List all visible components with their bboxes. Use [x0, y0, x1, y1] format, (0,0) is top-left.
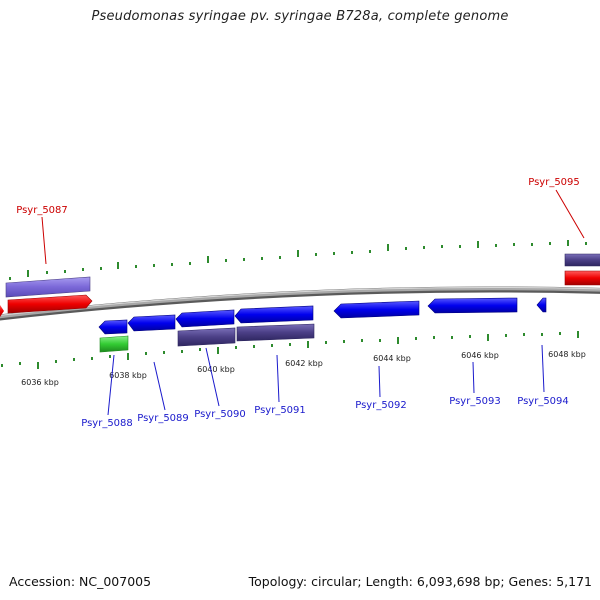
scale-labels: 6036 kbp 6038 kbp 6040 kbp 6042 kbp 6044… [21, 350, 586, 387]
cds-feature [536, 297, 547, 313]
gene-label: Psyr_5095 [528, 177, 580, 188]
scale-label: 6048 kbp [548, 350, 586, 359]
lower-tick-row [1, 331, 579, 369]
cds-feature [333, 300, 420, 319]
scale-label: 6042 kbp [285, 359, 323, 368]
gene-label: Psyr_5091 [254, 405, 306, 416]
gene-label: Psyr_5088 [81, 418, 133, 429]
topology-text: Topology: circular; Length: 6,093,698 bp… [248, 574, 592, 589]
scale-label: 6036 kbp [21, 378, 59, 387]
accession-text: Accession: NC_007005 [9, 574, 152, 589]
cds-feature [175, 309, 235, 328]
gene-label: Psyr_5092 [355, 400, 407, 411]
cds-feature [234, 305, 314, 324]
gene-feature [564, 253, 600, 267]
gene-label: Psyr_5093 [449, 396, 501, 407]
gene-feature [5, 276, 91, 298]
gene-label: Psyr_5094 [517, 396, 569, 407]
scale-label: 6046 kbp [461, 351, 499, 360]
gene-feature [236, 323, 315, 342]
cds-feature [564, 270, 600, 286]
leader-lines [41, 189, 585, 416]
gene-feature [177, 327, 236, 347]
gene-label: Psyr_5090 [194, 409, 246, 420]
scale-label: 6040 kbp [197, 365, 235, 374]
rna-feature [99, 335, 129, 353]
map-title: Pseudomonas syringae pv. syringae B728a,… [91, 9, 509, 24]
gene-labels: Psyr_5087 Psyr_5095 Psyr_5088 Psyr_5089 … [16, 177, 580, 429]
gene-label: Psyr_5089 [137, 413, 189, 424]
gene-label: Psyr_5087 [16, 205, 68, 216]
scale-label: 6038 kbp [109, 371, 147, 380]
reverse-features [98, 297, 547, 353]
cds-feature [427, 297, 518, 314]
forward-features [0, 253, 600, 317]
scale-label: 6044 kbp [373, 354, 411, 363]
cds-feature [98, 319, 128, 335]
upper-tick-row [9, 240, 587, 280]
cds-feature [7, 294, 93, 314]
cds-feature [127, 314, 176, 332]
cds-feature [0, 305, 4, 317]
